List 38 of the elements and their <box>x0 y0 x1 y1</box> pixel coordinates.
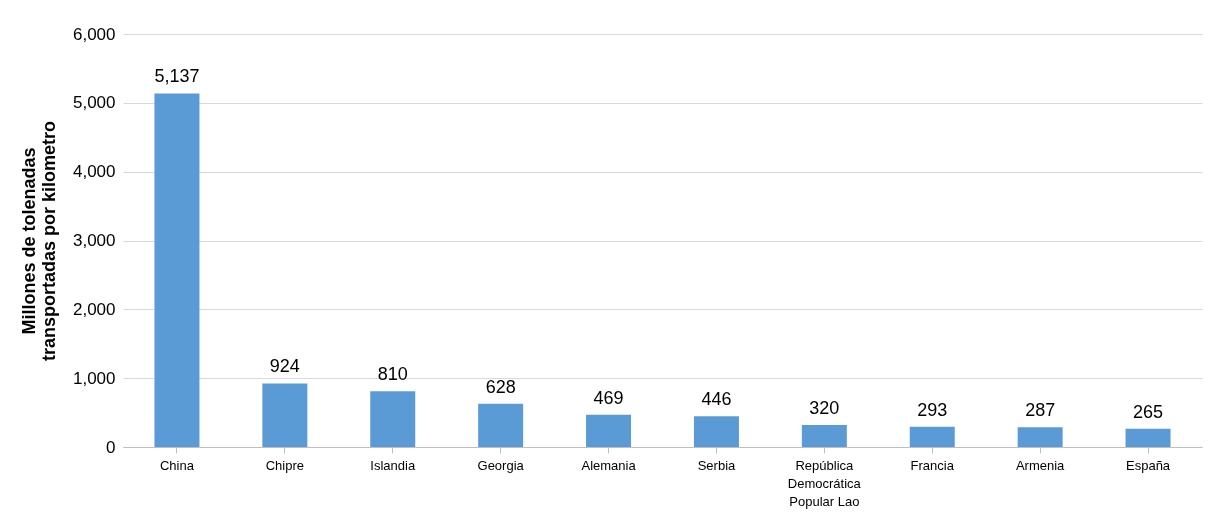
y-tick-label: 6,000 <box>72 24 116 44</box>
bar <box>1125 428 1171 447</box>
x-tick-label: Francia <box>910 457 955 473</box>
bar <box>801 424 847 447</box>
data-label: 287 <box>1025 400 1056 421</box>
data-label: 265 <box>1133 401 1164 422</box>
x-tick-label: China <box>159 457 195 473</box>
x-tick-label: Serbia <box>697 457 737 473</box>
x-tick-label: Armenia <box>1015 457 1066 473</box>
data-label: 810 <box>377 364 408 385</box>
bar <box>262 383 308 447</box>
y-axis-title: Millones de tolenadas transportadas por kilometro <box>18 120 59 362</box>
y-tick-label: 1,000 <box>72 368 116 388</box>
data-label: 5,137 <box>154 66 200 87</box>
data-label: 320 <box>809 397 840 418</box>
y-tick-label: 3,000 <box>72 231 116 250</box>
data-label: 628 <box>485 376 516 397</box>
y-tick-label: 2,000 <box>72 299 116 319</box>
x-tick-label: Chipre <box>265 457 304 473</box>
data-label: 293 <box>917 399 948 420</box>
y-tick-label: 4,000 <box>72 162 116 182</box>
y-tick-label: 0 <box>106 437 116 457</box>
data-label: 446 <box>701 389 732 410</box>
x-tick-label: Georgia <box>477 457 525 473</box>
bar <box>586 414 632 447</box>
x-tick-label: España <box>1126 457 1171 473</box>
bar <box>909 426 955 447</box>
bar <box>1017 427 1063 447</box>
bar <box>478 403 524 447</box>
bar <box>370 391 416 447</box>
y-tick-label: 5,000 <box>72 93 116 113</box>
x-tick-label: Islandia <box>370 457 416 473</box>
x-tick-label: República Democrática Popular Lao <box>787 457 862 509</box>
bar <box>154 93 200 447</box>
data-label: 924 <box>269 356 300 377</box>
data-label: 469 <box>593 387 624 408</box>
bar <box>693 416 739 447</box>
x-tick-label: Alemania <box>581 457 637 473</box>
